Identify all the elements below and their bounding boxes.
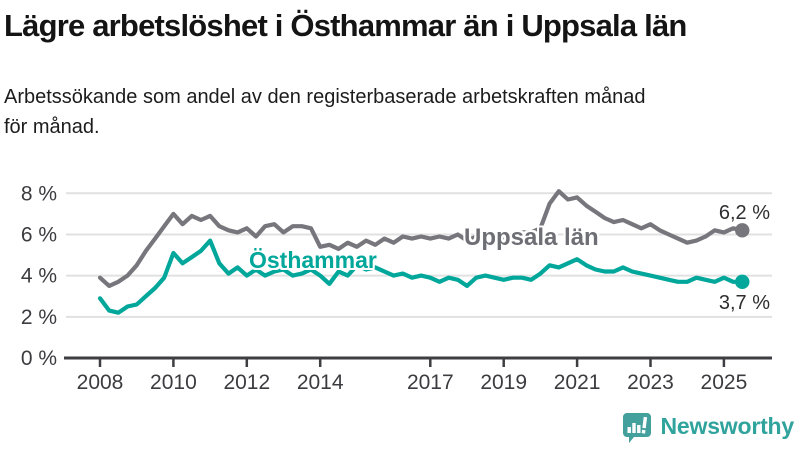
x-tick-label: 2023 [627,371,674,394]
bar-chart-pin-icon [622,412,651,443]
chart-subtitle: Arbetssökande som andel av den registerb… [4,82,794,142]
y-tick-label: 4 % [21,265,57,288]
x-tick-label: 2014 [297,371,344,394]
y-tick-label: 8 % [21,182,57,205]
end-value-label-osthammar: 3,7 % [718,292,770,314]
newsworthy-logo: Newsworthy [620,408,794,444]
series-line-uppsala-lan [97,189,745,288]
y-tick-label: 0 % [21,347,57,370]
x-tick-label: 2025 [701,371,748,394]
newsworthy-wordmark: Newsworthy [660,412,795,439]
x-tick-label: 2008 [77,371,124,394]
series-line-osthammar [97,238,745,315]
end-value-label-uppsala-lan: 6,2 % [718,202,770,224]
x-tick-label: 2012 [223,371,270,394]
chart-subtitle-line-2: för månad. [4,116,100,138]
x-tick-label: 2019 [480,371,527,394]
chart-subtitle-line-1: Arbetssökande som andel av den registerb… [4,86,646,108]
series-label-osthammar: Östhammar [249,247,377,273]
x-tick-label: 2021 [554,371,601,394]
x-tick-label: 2010 [150,371,197,394]
series-end-dot-osthammar [735,274,750,290]
chart-title: Lägre arbetslöshet i Östhammar än i Upps… [4,8,687,43]
y-tick-label: 2 % [21,306,57,329]
series-end-dot-uppsala-lan [735,223,750,238]
x-tick-label: 2017 [407,371,454,394]
series-label-uppsala-lan: Uppsala län [464,224,599,251]
y-tick-label: 6 % [21,223,57,246]
